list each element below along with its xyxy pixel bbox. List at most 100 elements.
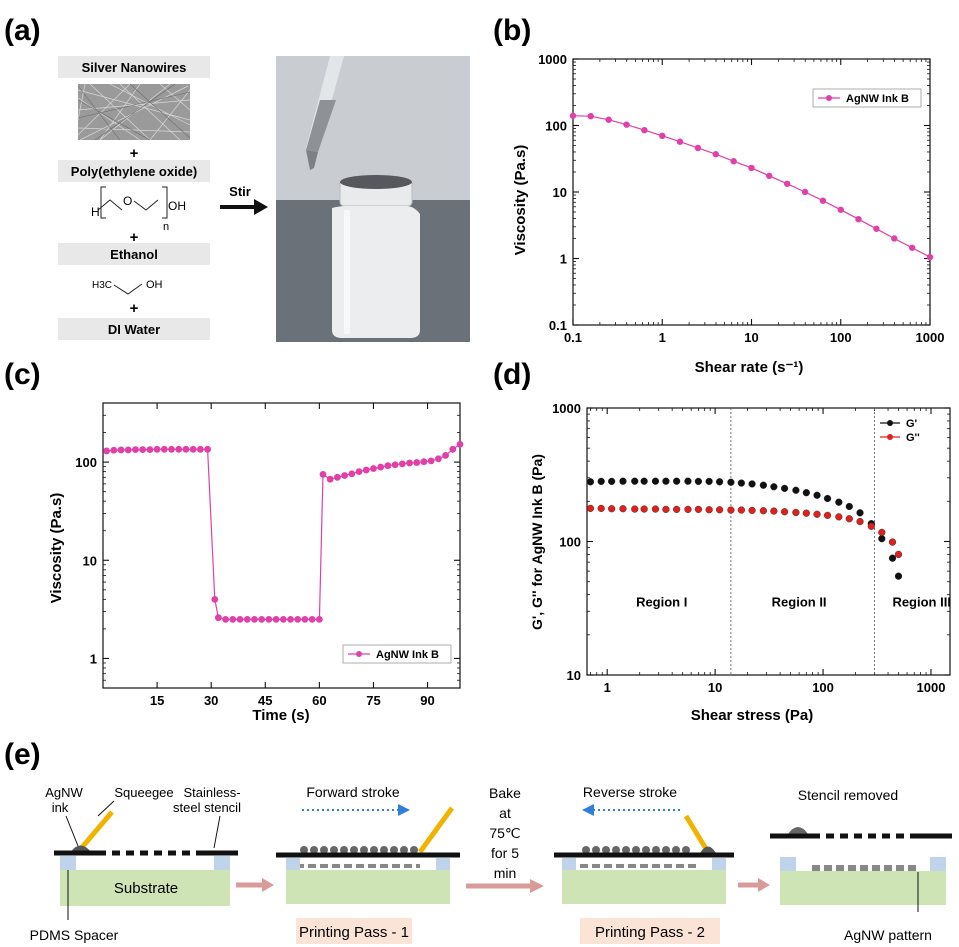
chart-d-data-point (694, 505, 703, 513)
stencil-label-line1: Stainless- (183, 785, 240, 800)
chart-b-data-point (837, 206, 844, 213)
peo-o: O (123, 194, 132, 208)
pdms-spacer-right (712, 858, 726, 870)
chart-d-region-label: Region II (772, 594, 827, 609)
panel-label-b: (b) (493, 14, 531, 47)
chart-c-data-point (294, 615, 302, 623)
chart-d-data-point (684, 505, 692, 513)
chart-d-data-point (737, 479, 745, 487)
ink-residue (788, 827, 808, 834)
chart-b-series-line (572, 115, 931, 258)
chart-d-data-point (619, 505, 627, 513)
ingredient-ethanol: Ethanol (110, 247, 158, 262)
nanowire-sem-image (77, 83, 191, 141)
chart-b-x-tick-label: 10 (744, 330, 758, 345)
ingredient-peo: Poly(ethylene oxide) (71, 164, 197, 179)
chart-c-data-point (377, 463, 385, 471)
chart-b-data-point (623, 121, 630, 128)
chart-d-data-point (737, 506, 745, 514)
chart-b-legend-label: AgNW Ink B (846, 93, 909, 105)
chart-c-data-point (132, 446, 139, 454)
chart-b-data-point (569, 112, 577, 119)
chart-c-data-point (287, 615, 294, 623)
chart-d-data-point (792, 486, 800, 494)
chart-d-data-point (813, 491, 821, 499)
chart-d-data-point (878, 535, 886, 543)
chart-d-y-tick-label: 100 (559, 535, 581, 550)
bake-line-1: Bake (489, 785, 521, 801)
chart-c-plot: 15 30 45 60 75 90 1 10 100 AgNW Ink B (75, 402, 464, 708)
substrate (286, 870, 450, 904)
bake-line-2: at (499, 805, 511, 821)
chart-c-data-point (117, 446, 125, 454)
ink-blob (700, 846, 716, 853)
chart-b-data-point (766, 172, 773, 180)
chart-d-data-point (780, 508, 789, 516)
peo-n: n (163, 221, 169, 233)
forward-stroke-label: Forward stroke (306, 784, 400, 800)
ingredient-di-water: DI Water (108, 322, 160, 337)
peo-h: H (91, 205, 100, 219)
agnw-ink-pointer (65, 815, 79, 847)
chart-c-data-point (236, 615, 244, 623)
chart-d-data-point (608, 505, 616, 513)
chart-d-data-point (597, 504, 605, 512)
plus-sign: + (130, 300, 139, 317)
chart-d-data-point (759, 481, 767, 489)
chart-c-data-point (420, 458, 428, 466)
chart-c-data-point (362, 466, 370, 474)
chart-d-data-point (845, 515, 853, 523)
chart-d-data-point (640, 505, 648, 513)
panel-b: (b) Viscosity (Pa.s) Shear rate (s⁻¹) 0.… (493, 14, 944, 376)
chart-b-data-point (587, 112, 594, 120)
agnw-pattern-label: AgNW pattern (844, 927, 932, 943)
chart-c-y-tick-label: 1 (90, 651, 97, 666)
printed-ink-bumps (582, 846, 690, 854)
printing-pass-1-label: Printing Pass - 1 (299, 924, 409, 941)
chart-d-data-point (856, 517, 864, 526)
chart-b-y-tick-label: 1000 (538, 52, 567, 67)
pdms-spacer-left (286, 858, 300, 870)
chart-d-data-point (662, 477, 670, 485)
chart-d-legend-label: G'' (906, 432, 920, 444)
peo-oh: OH (168, 199, 186, 213)
chart-c-frame (102, 402, 461, 689)
chart-c-legend-label: AgNW Ink B (376, 649, 439, 661)
chart-c-data-point (124, 446, 132, 454)
chart-c-y-tick-label: 100 (75, 455, 97, 470)
printed-ink-bumps (300, 846, 418, 854)
chart-c-data-point (196, 445, 204, 453)
ethanol-ch3: H3C (92, 280, 112, 291)
chart-d-data-point (770, 507, 778, 515)
chart-d-data-point (662, 505, 670, 513)
panel-a: (a) Silver Nanowires + Poly(ethylene oxi… (4, 14, 470, 342)
chart-d-data-point (651, 477, 660, 485)
chart-c-data-point (189, 445, 197, 453)
chart-d-data-point (684, 477, 692, 485)
chart-c-data-point (391, 461, 399, 469)
chart-d-data-point (835, 513, 843, 521)
chart-b-data-point (676, 138, 684, 145)
bake-step: Bake at 75℃ for 5 min (466, 785, 544, 893)
chart-c-data-point (384, 462, 392, 470)
chart-c-data-point (258, 615, 266, 623)
chart-d-data-point (694, 477, 703, 485)
chart-c-data-point (175, 445, 183, 453)
chart-d-data-point (835, 498, 843, 506)
squeegee-pointer (97, 800, 115, 817)
chart-d-data-point (597, 477, 605, 485)
chart-c-data-point (355, 468, 363, 476)
flow-arrow-1-head (262, 878, 274, 892)
chart-c-data-point (204, 445, 211, 453)
chart-b-data-point (783, 180, 791, 187)
panel-label-e: (e) (4, 738, 41, 771)
chart-d-y-tick-label: 1000 (552, 401, 581, 416)
chart-d-data-point (673, 505, 681, 513)
chart-d-data-point (608, 477, 616, 485)
chart-b-x-tick-label: 100 (830, 330, 852, 345)
ingredient-box-silver (58, 56, 210, 78)
chart-b-data-point (819, 197, 827, 204)
chart-d-data-point (823, 511, 832, 519)
chart-c-data-point (398, 460, 406, 468)
chart-b-y-tick-label: 1 (560, 252, 567, 267)
